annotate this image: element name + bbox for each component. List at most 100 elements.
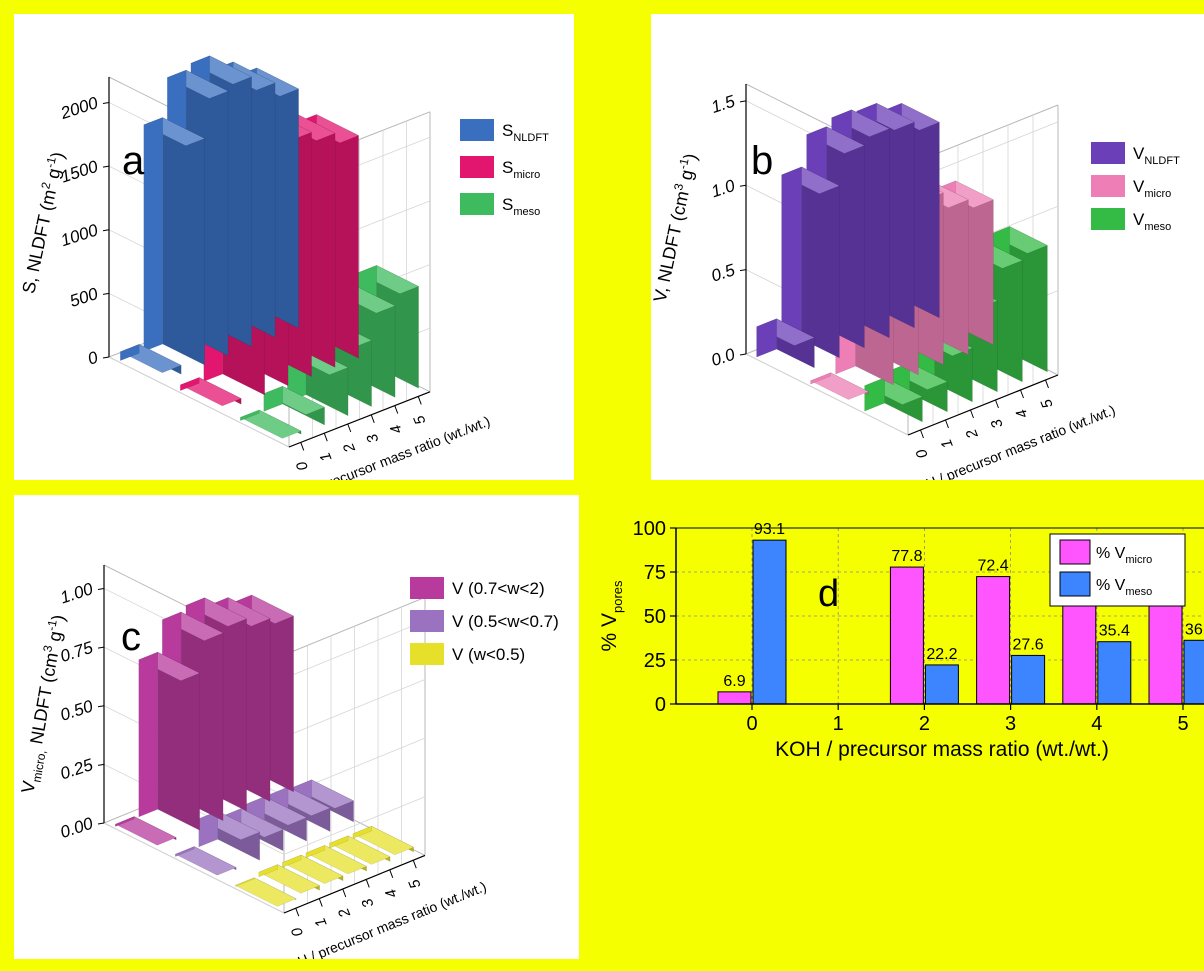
x-tick-label: 3 xyxy=(363,431,382,446)
x-tick-label: 5 xyxy=(405,876,424,891)
panel-b: 0.0 0.5 1.0 1.5 V, NLDFT (cm3 g-1) 0 1 2 3 4 5 KOH … xyxy=(651,14,1204,480)
y-axis-title-part: V xyxy=(18,779,40,794)
y-tick xyxy=(739,100,747,103)
x-axis-title: KOH / precursor mass ratio (wt./wt.) xyxy=(279,413,492,480)
y-tick xyxy=(97,646,105,649)
legend-swatch xyxy=(460,193,494,215)
legend-label: Smicro xyxy=(502,158,540,181)
legend-label-sub: meso xyxy=(1144,221,1171,233)
y-tick xyxy=(739,269,747,272)
y-tick xyxy=(97,822,105,825)
y-axis-title: V, NLDFT (cm3 g-1) xyxy=(651,151,701,304)
bar-front xyxy=(120,343,140,361)
bar xyxy=(1062,589,1097,705)
y-axis-title-part: -1 xyxy=(676,157,692,171)
legend-label: V (0.5<w<0.7) xyxy=(452,612,559,631)
y-tick-label: 2000 xyxy=(57,93,100,123)
x-tick xyxy=(394,405,399,414)
y-axis-title-part: 3 xyxy=(671,182,686,192)
legend-label-main: % V xyxy=(1096,577,1126,594)
legend-label: Vmeso xyxy=(1133,210,1171,233)
y-axis-title: S, NLDFT (m2 g-1) xyxy=(16,150,67,295)
y-tick-label: 0 xyxy=(655,694,666,716)
bar xyxy=(143,117,206,366)
bar-front xyxy=(175,846,195,857)
legend-label: VNLDFT xyxy=(1133,144,1180,167)
y-tick-label: 0.00 xyxy=(58,814,96,842)
panel-a: 0 500 1000 1500 2000 S, NLDFT (m2 g-1) 0 1 2 3 4 5 K… xyxy=(14,14,574,480)
y-axis-title-part: 3 xyxy=(40,644,55,653)
legend-label-main: V (0.7<w<2) xyxy=(452,579,545,598)
bar xyxy=(1183,639,1204,705)
x-tick-label: 2 xyxy=(963,426,982,442)
bar-front xyxy=(810,372,831,385)
bar xyxy=(239,409,302,439)
y-axis-title-sub: pores xyxy=(610,580,625,613)
x-tick-label: 4 xyxy=(387,422,406,436)
bar-top xyxy=(234,877,297,907)
y-axis-title-part: 2 xyxy=(38,180,53,190)
y-tick xyxy=(102,292,110,295)
legend-label: V (0.7<w<2) xyxy=(452,579,545,598)
bar-front xyxy=(352,825,372,839)
bar xyxy=(258,864,321,894)
x-tick xyxy=(1020,389,1024,399)
data-label: 77.8 xyxy=(891,548,922,565)
y-tick-label: 75 xyxy=(644,562,666,584)
panel-letter: d xyxy=(818,573,839,615)
bar xyxy=(352,825,415,856)
x-axis-line xyxy=(288,391,431,448)
x-tick xyxy=(300,442,305,451)
bar-front xyxy=(138,651,158,818)
data-label: 6.9 xyxy=(723,673,745,690)
y-tick xyxy=(102,101,110,104)
bar-front xyxy=(115,816,135,827)
panel-letter: a xyxy=(122,139,145,183)
bar xyxy=(234,877,297,907)
gridline xyxy=(103,822,285,914)
x-tick xyxy=(995,399,999,409)
bar xyxy=(1148,591,1183,705)
bar-top xyxy=(305,845,368,875)
bar-top xyxy=(258,864,321,894)
x-tick xyxy=(323,433,328,442)
data-label: 93.1 xyxy=(754,521,785,538)
bar xyxy=(889,566,924,705)
x-tick xyxy=(370,414,375,423)
legend-label-main: % V xyxy=(1096,545,1126,562)
bar xyxy=(1011,654,1046,705)
y-axis-title-part: NLDFT (cm xyxy=(25,651,62,751)
x-tick-label: 1 xyxy=(833,713,844,735)
bar-top xyxy=(281,854,344,884)
x-tick xyxy=(970,409,974,419)
x-tick xyxy=(1045,379,1049,389)
bar-front xyxy=(756,318,777,358)
bar xyxy=(119,343,182,375)
y-tick-label: 1.5 xyxy=(709,91,738,117)
y-axis: 0.0 0.5 1.0 1.5 xyxy=(709,84,747,370)
x-axis-title: KOH / precursor mass ratio (wt./wt.) xyxy=(775,738,1109,761)
x-tick-label: 5 xyxy=(410,412,429,427)
y-axis-title-part: g xyxy=(675,168,698,187)
legend-label: V (w<0.5) xyxy=(452,645,525,664)
x-tick-label: 0 xyxy=(746,713,757,735)
data-label: 35.4 xyxy=(1099,623,1130,640)
legend-label-main: V xyxy=(1133,210,1145,229)
x-tick xyxy=(347,423,352,433)
x-tick-label: 0 xyxy=(913,446,932,461)
y-tick-label: 1000 xyxy=(58,220,100,250)
x-tick xyxy=(389,869,394,878)
bars xyxy=(755,102,1049,423)
x-axis-title: KOH / precursor mass ratio (wt./wt.) xyxy=(905,402,1118,480)
bar xyxy=(863,377,924,423)
legend-swatch xyxy=(1059,571,1091,597)
y-tick xyxy=(102,356,110,359)
x-tick-label: 0 xyxy=(293,458,312,473)
y-tick xyxy=(739,184,747,187)
bar xyxy=(717,691,752,705)
bar xyxy=(1097,641,1132,705)
y-tick-label: 1.00 xyxy=(58,579,96,607)
legend-label: % Vmicro xyxy=(1096,545,1152,566)
legend-swatch xyxy=(1091,208,1125,230)
